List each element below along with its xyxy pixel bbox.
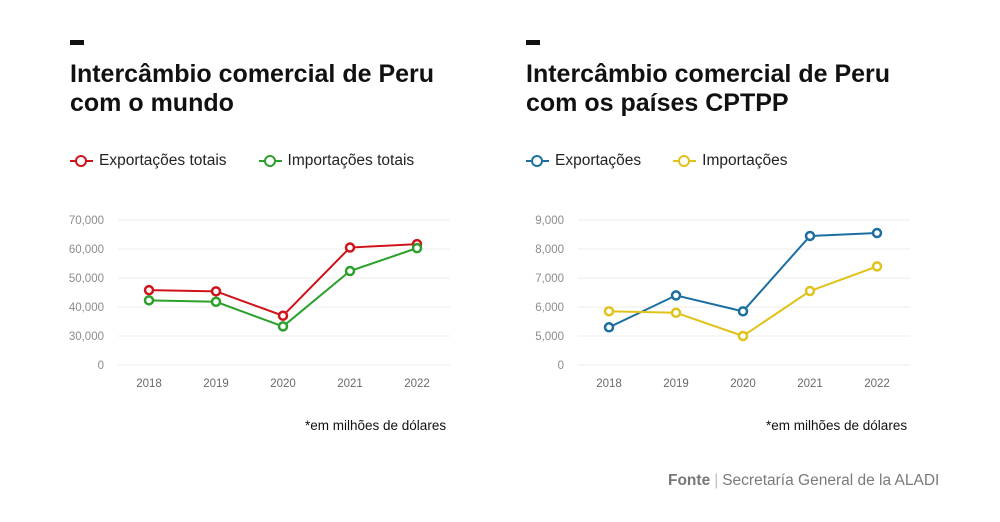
y-tick-label: 50,000	[69, 273, 104, 285]
data-point-exports	[670, 290, 682, 301]
data-point-exports	[871, 227, 883, 239]
y-tick-label: 6,000	[535, 302, 564, 314]
data-point-imports	[603, 306, 615, 317]
x-tick-label: 2020	[730, 378, 756, 390]
data-point-imports	[670, 307, 682, 319]
y-tick-label: 70,000	[69, 215, 104, 227]
legend-marker-imports	[258, 155, 282, 167]
x-tick-label: 2018	[136, 378, 162, 390]
x-tick-label: 2021	[797, 378, 823, 390]
legend-label-imports: Importações	[702, 152, 788, 169]
unit-note: *em milhões de dólares	[766, 418, 908, 433]
data-point-exports	[210, 286, 222, 297]
x-tick-label: 2019	[663, 378, 689, 390]
data-point-imports	[344, 265, 356, 277]
data-point-imports	[411, 242, 423, 254]
x-tick-label: 2022	[404, 378, 430, 390]
x-tick-label: 2022	[864, 378, 890, 390]
y-tick-label: 0	[98, 360, 104, 372]
x-tick-label: 2021	[337, 378, 363, 390]
line-chart-world: 70,000 60,000 50,000 40,000 30,000 0 2018 2019 2…	[69, 215, 450, 390]
data-point-exports	[344, 242, 356, 253]
x-tick-label: 2018	[596, 378, 622, 390]
y-tick-label: 7,000	[535, 273, 564, 285]
legend-marker-exports	[70, 155, 93, 167]
title-dash	[70, 40, 84, 45]
legend-item-imports: Importações	[673, 152, 787, 170]
unit-note: *em milhões de dólares	[305, 418, 447, 433]
legend-item-exports: Exportações totais	[70, 152, 227, 170]
chart-legend: Exportações Importações	[526, 152, 819, 170]
y-tick-label: 60,000	[69, 244, 104, 256]
data-point-exports	[737, 306, 749, 317]
legend-marker-exports	[526, 155, 549, 167]
legend-item-imports: Importações totais	[258, 152, 415, 170]
title-dash	[526, 40, 540, 45]
legend-label-exports: Exportações totais	[99, 152, 227, 169]
x-tick-label: 2019	[203, 378, 229, 390]
data-point-exports	[603, 322, 615, 333]
y-tick-label: 0	[558, 360, 564, 372]
data-point-imports	[210, 296, 222, 308]
data-point-exports	[804, 230, 816, 242]
data-point-exports	[277, 310, 289, 321]
data-point-imports	[143, 295, 155, 306]
chart-legend: Exportações totais Importações totais	[70, 152, 446, 170]
y-tick-label: 40,000	[69, 302, 104, 314]
chart-panel-world: Intercâmbio comercial de Peru com o mund…	[0, 0, 470, 460]
source-text: Secretaría General de la ALADI	[722, 472, 940, 489]
data-point-imports	[871, 261, 883, 272]
data-point-imports	[737, 330, 749, 342]
source-credit: Fonte | Secretaría General de la ALADI	[668, 472, 939, 490]
data-point-imports	[277, 321, 289, 332]
source-separator: |	[714, 472, 719, 489]
y-tick-label: 8,000	[535, 244, 564, 256]
x-tick-label: 2020	[270, 378, 296, 390]
legend-label-imports: Importações totais	[287, 152, 415, 169]
chart-panel-cptpp: Intercâmbio comercial de Peru com os paí…	[460, 0, 930, 460]
series-line-exports	[148, 243, 418, 317]
legend-item-exports: Exportações	[526, 152, 641, 170]
series-line-imports	[608, 265, 878, 338]
chart-title: Intercâmbio comercial de Peru com o mund…	[70, 60, 435, 117]
line-chart-cptpp: 9,000 8,000 7,000 6,000 5,000 0 2018 2019 2020 20…	[535, 215, 910, 390]
legend-label-exports: Exportações	[555, 152, 642, 169]
chart-title: Intercâmbio comercial de Peru com os paí…	[526, 60, 891, 117]
data-point-imports	[804, 285, 816, 297]
y-tick-label: 5,000	[535, 331, 564, 343]
data-point-exports	[143, 284, 155, 296]
source-label: Fonte	[668, 472, 711, 489]
y-tick-label: 30,000	[69, 331, 104, 343]
legend-marker-imports	[673, 155, 697, 167]
y-tick-label: 9,000	[535, 215, 564, 227]
